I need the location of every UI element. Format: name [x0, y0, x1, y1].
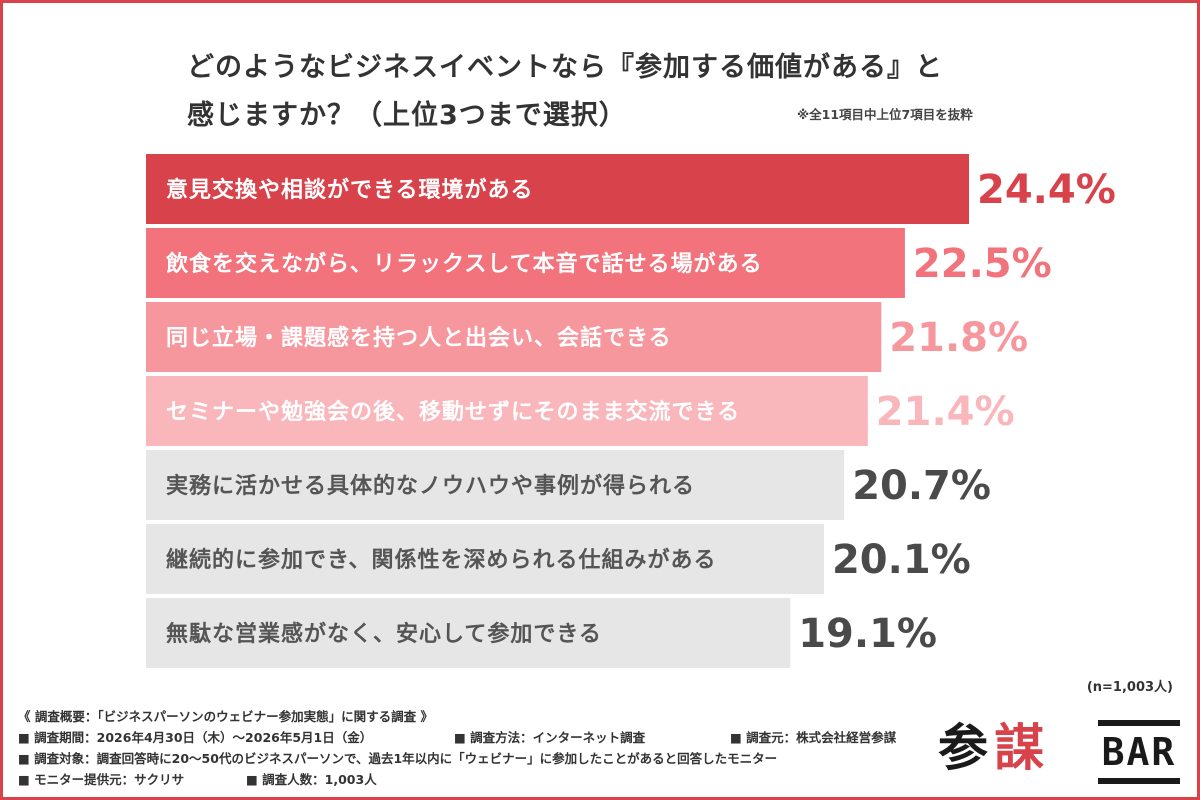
bar-label-5: 実務に活かせる具体的なノウハウや事例が得られる	[166, 473, 695, 499]
title-line-1: どのようなビジネスイベントなら『参加する価値がある』と	[187, 52, 943, 83]
logo-bar-text: BAR	[1098, 720, 1180, 784]
survey-provider: ■ モニター提供元：サクリサ	[18, 772, 185, 787]
logo-kanji-1: 参	[938, 719, 994, 777]
bar-label-3: 同じ立場・課題感を持つ人と出会い、会話できる	[166, 325, 672, 351]
survey-count: ■ 調査人数：1,003人	[246, 772, 377, 787]
survey-source: ■ 調査元：株式会社経営参謀	[730, 730, 897, 745]
value-label-6: 20.1%	[832, 537, 971, 583]
logo-kanji-2: 謀	[994, 719, 1050, 777]
bar-3	[146, 302, 882, 372]
bar-chart: 意見交換や相談ができる環境がある 24.4% 飲食を交えながら、リラックスして本音で…	[146, 154, 1116, 668]
bar-label-4: セミナーや勉強会の後、移動せずにそのまま交流できる	[166, 399, 740, 425]
survey-method: ■ 調査方法：インターネット調査	[454, 730, 646, 745]
bar-1	[146, 154, 969, 224]
chart-title: どのようなビジネスイベントなら『参加する価値がある』と 感じますか？（上位3つま…	[187, 44, 1087, 140]
value-label-2: 22.5%	[913, 241, 1052, 287]
bar-5	[146, 450, 845, 520]
value-label-7: 19.1%	[798, 611, 937, 657]
value-label-1: 24.4%	[977, 167, 1116, 213]
bar-label-1: 意見交換や相談ができる環境がある	[166, 177, 534, 203]
sanbo-bar-logo: 参謀 BAR	[938, 712, 1188, 784]
title-line-2: 感じますか？（上位3つまで選択）	[187, 100, 627, 131]
selection-note: ※全11項目中上位7項目を抜粋	[797, 107, 973, 122]
survey-period: ■ 調査期間：2026年4月30日（木）〜2026年5月1日（金）	[18, 730, 373, 745]
value-label-4: 21.4%	[876, 389, 1015, 435]
bar-6	[146, 524, 824, 594]
survey-heading: 《 調査概要：「ビジネスパーソンのウェビナー参加実態」に関する調査 》	[18, 709, 433, 724]
logo-kanji: 参謀	[938, 712, 1050, 784]
sample-size-label: (n=1,003人)	[1086, 680, 1173, 695]
bar-label-6: 継続的に参加でき、関係性を深められる仕組みがある	[166, 547, 716, 573]
bar-7	[146, 598, 791, 668]
bar-4	[146, 376, 868, 446]
bar-label-2: 飲食を交えながら、リラックスして本音で話せる場がある	[165, 251, 763, 277]
survey-target: ■ 調査対象：調査回答時に20〜50代のビジネスパーソンで、過去1年以内に「ウェ…	[18, 751, 778, 766]
value-label-5: 20.7%	[852, 463, 991, 509]
bar-label-7: 無駄な営業感がなく、安心して参加できる	[166, 621, 602, 647]
bar-2	[146, 228, 905, 298]
value-label-3: 21.8%	[889, 315, 1028, 361]
